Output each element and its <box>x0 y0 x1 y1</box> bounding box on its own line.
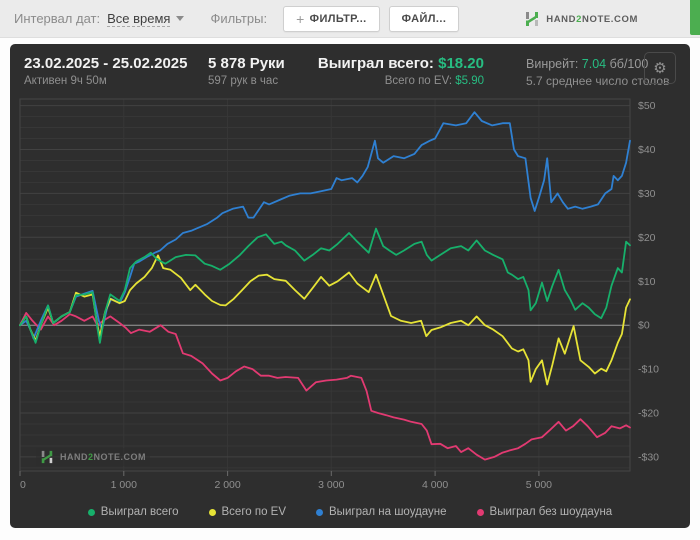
legend-item[interactable]: Всего по EV <box>208 506 287 518</box>
report-panel: 23.02.2025 - 25.02.2025 Активен 9ч 50м 5… <box>10 44 690 528</box>
legend-label: Выиграл без шоудауна <box>489 506 613 518</box>
hand2note-logo-icon <box>526 12 539 26</box>
legend-item[interactable]: Выиграл на шоудауне <box>316 506 447 518</box>
legend-item[interactable]: Выиграл всего <box>87 506 179 518</box>
file-button-label: ФАЙЛ... <box>401 12 447 25</box>
plot-border <box>19 98 631 472</box>
stats-header: 23.02.2025 - 25.02.2025 Активен 9ч 50м 5… <box>10 44 690 96</box>
file-button[interactable]: ФАЙЛ... <box>388 5 460 32</box>
legend-item[interactable]: Выиграл без шоудауна <box>476 506 613 518</box>
legend-label: Выиграл всего <box>100 506 179 518</box>
date-interval-select[interactable]: Все время <box>107 10 171 27</box>
side-ribbon[interactable] <box>690 0 700 35</box>
hands-per-hour: 597 рук в час <box>208 75 279 87</box>
legend-dot-icon <box>87 508 95 516</box>
winrate: Винрейт: 7.04 бб/100 <box>526 57 649 71</box>
gear-icon: ⚙ <box>653 60 667 77</box>
date-interval-label: Интервал дат: <box>14 11 101 26</box>
ev-total-value: $5.90 <box>455 75 484 87</box>
series-line <box>19 311 631 461</box>
date-range: 23.02.2025 - 25.02.2025 <box>24 55 188 72</box>
won-total: Выиграл всего: $18.20 <box>317 55 484 72</box>
filters-label: Фильтры: <box>210 11 268 26</box>
winnings-chart: -$30 -$20 -$10 $0 $10 $20 $30 $40 $50 0 1 000 2 000… <box>19 98 659 491</box>
top-toolbar: Интервал дат: Все время Фильтры: + ФИЛЬТ… <box>0 0 700 38</box>
brand-logo: HAND2NOTE.COM <box>524 0 638 38</box>
legend-dot-icon <box>316 508 324 516</box>
x-axis-label: 0 <box>20 479 26 491</box>
chart-area: -$30 -$20 -$10 $0 $10 $20 $30 $40 $50 0 1 000 2 000… <box>10 96 690 501</box>
brand-text: HAND2NOTE.COM <box>546 13 638 25</box>
plus-icon: + <box>296 10 305 27</box>
active-time: Активен 9ч 50м <box>24 75 107 87</box>
won-total-value: $18.20 <box>438 55 484 72</box>
legend-label: Всего по EV <box>221 506 287 518</box>
y-axis-label: $30 <box>638 188 656 200</box>
add-filter-button-label: ФИЛЬТР... <box>309 12 367 25</box>
x-axis-label: 1 000 <box>111 479 137 491</box>
y-axis-label: -$10 <box>638 364 659 376</box>
y-axis-label: $10 <box>638 276 656 288</box>
y-axis-label: -$30 <box>638 451 659 463</box>
legend-label: Выиграл на шоудауне <box>329 506 447 518</box>
avg-tables: 5.7 среднее число столов <box>526 74 670 88</box>
hands-total: 5 878 Руки <box>208 55 285 72</box>
x-axis-label: 4 000 <box>422 479 448 491</box>
legend-dot-icon <box>208 508 216 516</box>
y-axis-label: -$20 <box>638 408 659 420</box>
legend-dot-icon <box>476 508 484 516</box>
chevron-down-icon[interactable] <box>176 15 185 21</box>
watermark-text: HAND2NOTE.COM <box>60 452 147 462</box>
y-axis-label: $50 <box>638 100 656 112</box>
y-axis-label: $0 <box>638 320 650 332</box>
y-axis-label: $20 <box>638 232 656 244</box>
series-line <box>19 227 631 344</box>
x-axis-label: 3 000 <box>318 479 344 491</box>
winrate-value: 7.04 <box>581 57 607 71</box>
x-axis-label: 2 000 <box>214 479 240 491</box>
add-filter-button[interactable]: + ФИЛЬТР... <box>283 5 380 32</box>
chart-settings-button[interactable]: ⚙ <box>644 52 676 84</box>
ev-total: Всего по EV: $5.90 <box>384 75 484 87</box>
x-axis-label: 5 000 <box>526 479 552 491</box>
hand2note-logo-icon <box>41 450 53 464</box>
chart-legend: Выиграл всего Всего по EV Выиграл на шоуда… <box>10 499 690 525</box>
chart-watermark: HAND2NOTE.COM <box>36 448 151 466</box>
y-axis-label: $40 <box>638 144 656 156</box>
